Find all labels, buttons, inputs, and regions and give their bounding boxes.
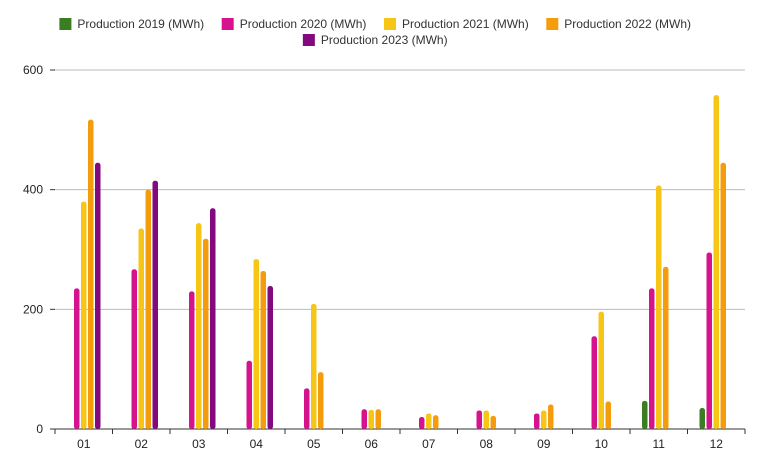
bar-09-series-1 (534, 413, 540, 429)
x-tick-label: 10 (595, 437, 609, 451)
x-tick-label: 02 (135, 437, 149, 451)
bar-02-series-2 (138, 228, 144, 429)
x-tick-label: 08 (480, 437, 494, 451)
bar-12-series-1 (706, 252, 712, 429)
bar-09-series-3 (548, 404, 554, 429)
x-tick-label: 04 (250, 437, 264, 451)
bar-06-series-1 (361, 409, 367, 429)
y-axis: 0 200 400 600 (23, 63, 55, 436)
x-tick-label: 05 (307, 437, 321, 451)
legend-item-1: Production 2020 (MWh) (221, 17, 367, 31)
bar-10-series-1 (591, 336, 597, 429)
bar-03-series-1 (189, 291, 195, 429)
bar-05-series-1 (304, 388, 310, 429)
bar-01-series-1 (74, 288, 80, 429)
x-tick-label: 06 (365, 437, 379, 451)
y-tick-label: 400 (23, 183, 43, 197)
x-tick-label: 01 (77, 437, 91, 451)
legend-label: Production 2020 (MWh) (240, 17, 367, 31)
bar-04-series-1 (246, 360, 252, 429)
bar-03-series-2 (196, 223, 202, 429)
bar-03-series-4 (210, 208, 216, 429)
x-tick-label: 03 (192, 437, 206, 451)
bar-11-series-0 (642, 400, 648, 429)
x-tick-label: 11 (653, 437, 666, 451)
bar-05-series-2 (311, 303, 317, 429)
bar-11-series-2 (656, 185, 662, 429)
bar-01-series-3 (88, 119, 94, 429)
bar-08-series-3 (490, 415, 496, 429)
bar-06-series-2 (368, 409, 374, 429)
legend-item-0: Production 2019 (MWh) (59, 17, 204, 31)
bar-04-series-2 (253, 259, 259, 429)
y-tick-label: 0 (36, 422, 43, 436)
bar-03-series-3 (203, 238, 209, 429)
y-tick-label: 600 (23, 63, 43, 77)
legend-label: Production 2023 (MWh) (321, 33, 448, 47)
bar-07-series-3 (433, 415, 439, 429)
legend-swatch (221, 18, 234, 30)
bar-01-series-4 (95, 162, 101, 429)
bar-08-series-1 (476, 410, 482, 429)
bar-08-series-2 (483, 410, 489, 429)
x-axis: 01 02 03 04 05 06 07 08 09 10 11 12 (54, 429, 746, 451)
legend-swatch (546, 18, 559, 30)
bar-10-series-3 (605, 401, 611, 429)
x-tick-label: 12 (710, 437, 724, 451)
legend-swatch (59, 18, 72, 30)
gridlines (55, 69, 745, 430)
bar-10-series-2 (598, 311, 604, 429)
bar-07-series-1 (419, 417, 425, 429)
bar-11-series-1 (649, 288, 655, 429)
legend-item-4: Production 2023 (MWh) (302, 33, 448, 47)
bar-09-series-2 (541, 410, 547, 429)
legend-label: Production 2021 (MWh) (402, 17, 529, 31)
x-tick-label: 07 (422, 437, 436, 451)
bar-05-series-3 (318, 372, 324, 429)
bar-12-series-0 (699, 408, 705, 429)
bar-02-series-3 (145, 189, 151, 429)
bar-01-series-2 (81, 201, 87, 429)
bar-11-series-3 (663, 266, 669, 429)
bar-04-series-4 (267, 285, 273, 429)
bar-12-series-3 (720, 162, 726, 429)
bars (74, 95, 726, 429)
bar-06-series-3 (375, 409, 381, 429)
x-tick-label: 09 (537, 437, 551, 451)
bar-07-series-2 (426, 413, 432, 429)
legend-label: Production 2019 (MWh) (77, 17, 204, 31)
legend-label: Production 2022 (MWh) (564, 17, 691, 31)
legend-item-2: Production 2021 (MWh) (384, 17, 529, 31)
legend: Production 2019 (MWh) Production 2020 (MW… (59, 17, 691, 47)
legend-item-3: Production 2022 (MWh) (546, 17, 691, 31)
bar-02-series-1 (131, 269, 137, 429)
y-tick-label: 200 (23, 302, 43, 316)
legend-swatch (302, 34, 315, 46)
bar-02-series-4 (152, 180, 158, 429)
legend-swatch (384, 18, 396, 30)
bar-04-series-3 (260, 271, 266, 429)
bar-12-series-2 (713, 95, 719, 429)
